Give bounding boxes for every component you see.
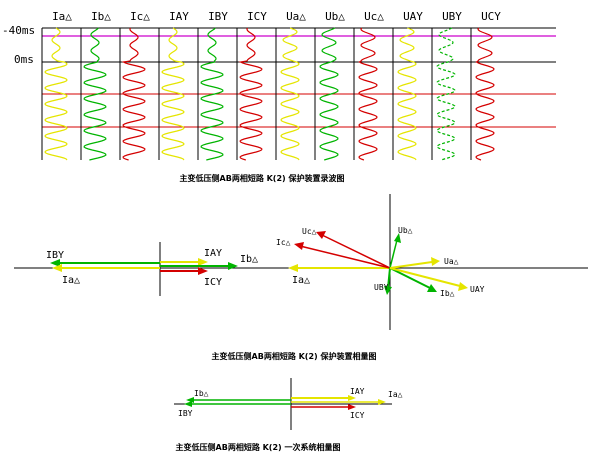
primary-phasor-caption: 主变低压侧AB两相短路 K(2) 一次系统相量图 (176, 442, 341, 452)
channel-trace (200, 27, 224, 161)
label-ua-delta: Ua△ (444, 257, 459, 266)
channel-labels: Ia△ Ib△ Ic△ IAY IBY ICY Ua△ Ub△ Uc△ UAY UBY UCY (52, 10, 501, 23)
voltage-phasor-ib-delta (389, 267, 437, 292)
channel-trace (238, 27, 263, 161)
label-uay: UAY (470, 285, 485, 294)
primary-phasor-panel: Ib△ IBY IAY Ia△ ICY 主变低压侧AB两相短路 K(2) 一次系… (174, 378, 403, 452)
voltage-phasor-ub-delta (389, 233, 401, 269)
channel-traces (41, 27, 495, 161)
primary-label-iby: IBY (178, 409, 193, 418)
time-label-zero: 0ms (14, 53, 34, 66)
primary-phasor-ia-delta (291, 399, 386, 405)
channel-trace (475, 27, 495, 161)
current-phasor-iby (50, 259, 160, 267)
channel-label: Ib△ (91, 10, 111, 23)
time-label-minus40: -40ms (2, 24, 35, 37)
label-ib-delta-voltage: Ib△ (440, 289, 455, 298)
primary-label-icy: ICY (350, 411, 365, 420)
voltage-phasor-uc-delta (316, 231, 391, 269)
channel-label: Ua△ (286, 10, 306, 23)
channel-label: Ic△ (130, 10, 150, 23)
channel-label: UCY (481, 10, 501, 23)
channel-label: ICY (247, 10, 267, 23)
primary-phasor-iby (184, 401, 291, 407)
channel-trace (44, 27, 68, 161)
label-ia-delta-2: Ia△ (292, 275, 310, 286)
channel-label: IAY (169, 10, 189, 23)
protection-phasor-caption: 主变低压侧AB两相短路 K(2) 保护装置相量图 (212, 351, 377, 361)
voltage-phasor-uay (389, 267, 468, 291)
channel-trace (280, 27, 300, 161)
primary-label-iay: IAY (350, 387, 365, 396)
channel-trace (319, 27, 339, 161)
channel-trace (358, 27, 378, 161)
channel-trace (161, 27, 185, 161)
label-uc-delta: Uc△ (302, 227, 317, 236)
channel-label: Uc△ (364, 10, 384, 23)
current-phasor-ib-delta (160, 262, 238, 270)
waveform-panel: Ia△ Ib△ Ic△ IAY IBY ICY Ua△ Ub△ Uc△ UAY UBY UCY -40… (2, 10, 556, 183)
channel-label: IBY (208, 10, 228, 23)
channel-label: UBY (442, 10, 462, 23)
primary-phasor-iay (291, 395, 356, 401)
current-phasor-iay (160, 258, 208, 266)
label-ib-delta: Ib△ (240, 254, 258, 265)
current-phasor-ia-delta-2 (288, 264, 390, 272)
voltage-phasor-ic-delta (294, 242, 391, 269)
label-iay: IAY (204, 248, 222, 259)
label-ic-delta: Ic△ (276, 238, 291, 247)
voltage-phasor-ua-delta (389, 257, 440, 269)
primary-label-ib-delta: Ib△ (194, 389, 209, 398)
label-ub-delta: Ub△ (398, 226, 413, 235)
label-uby: UBY (374, 283, 389, 292)
channel-trace (121, 27, 146, 161)
waveform-caption: 主变低压侧AB两相短路 K(2) 保护装置录波图 (180, 173, 345, 183)
channel-label: Ia△ (52, 10, 72, 23)
channel-trace (83, 27, 107, 161)
primary-phasor-icy (291, 404, 356, 410)
current-phasor-icy (160, 267, 208, 275)
voltage-phasor-uby (384, 267, 392, 295)
label-icy: ICY (204, 277, 222, 288)
current-phasor-ia-delta (52, 264, 160, 272)
channel-label: UAY (403, 10, 423, 23)
channel-trace (436, 27, 456, 161)
primary-label-ia-delta: Ia△ (388, 390, 403, 399)
label-ia-delta: Ia△ (62, 275, 80, 286)
label-iby: IBY (46, 250, 64, 261)
channel-trace (397, 27, 417, 161)
protection-phasor-panel: IBY Ia△ IAY Ib△ ICY Ia△ Ic△ Uc△ Ub△ Ua△ … (14, 194, 588, 361)
channel-label: Ub△ (325, 10, 345, 23)
